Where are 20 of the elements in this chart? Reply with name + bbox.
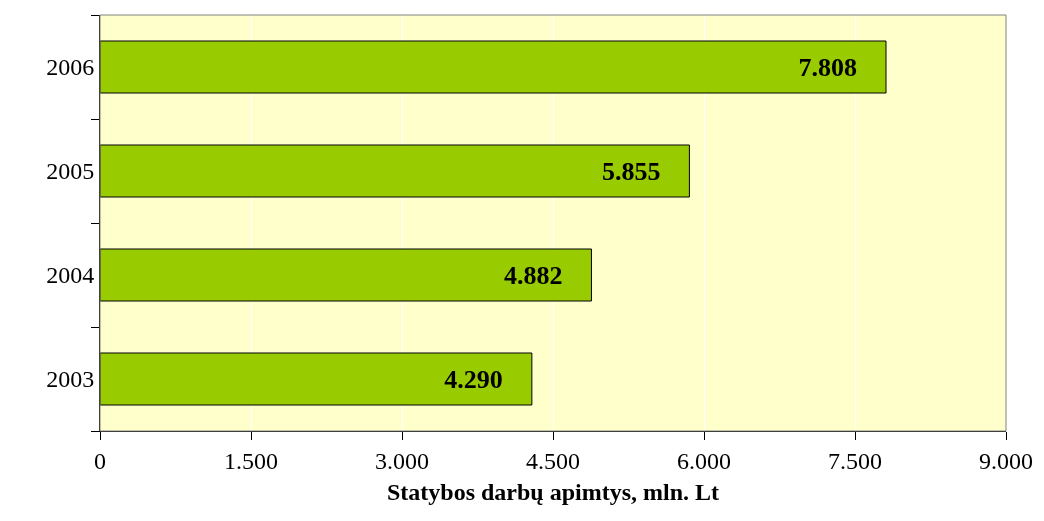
x-tick-label: 6.000 [677,447,731,474]
data-label: 4.290 [444,364,503,394]
y-tick-label: 2005 [46,158,95,185]
data-label: 5.855 [601,156,661,186]
bar [100,40,887,94]
x-tick-label: 0 [94,447,106,474]
x-tick-label: 9.000 [979,447,1033,474]
data-label: 4.882 [503,260,563,290]
y-tick-label: 2003 [46,366,95,393]
x-tick-label: 4.500 [526,447,580,474]
x-tick-label: 7.500 [828,447,882,474]
bar [100,248,592,302]
x-tick-label: 3.000 [375,447,429,474]
bar [100,352,533,406]
data-label: 7.808 [798,52,858,82]
y-tick-label: 2006 [46,54,95,81]
y-tick-label: 2004 [46,262,95,289]
x-tick-label: 1.500 [224,447,278,474]
x-axis-title: Statybos darbų apimtys, mln. Lt [386,479,720,506]
bar [100,144,690,198]
